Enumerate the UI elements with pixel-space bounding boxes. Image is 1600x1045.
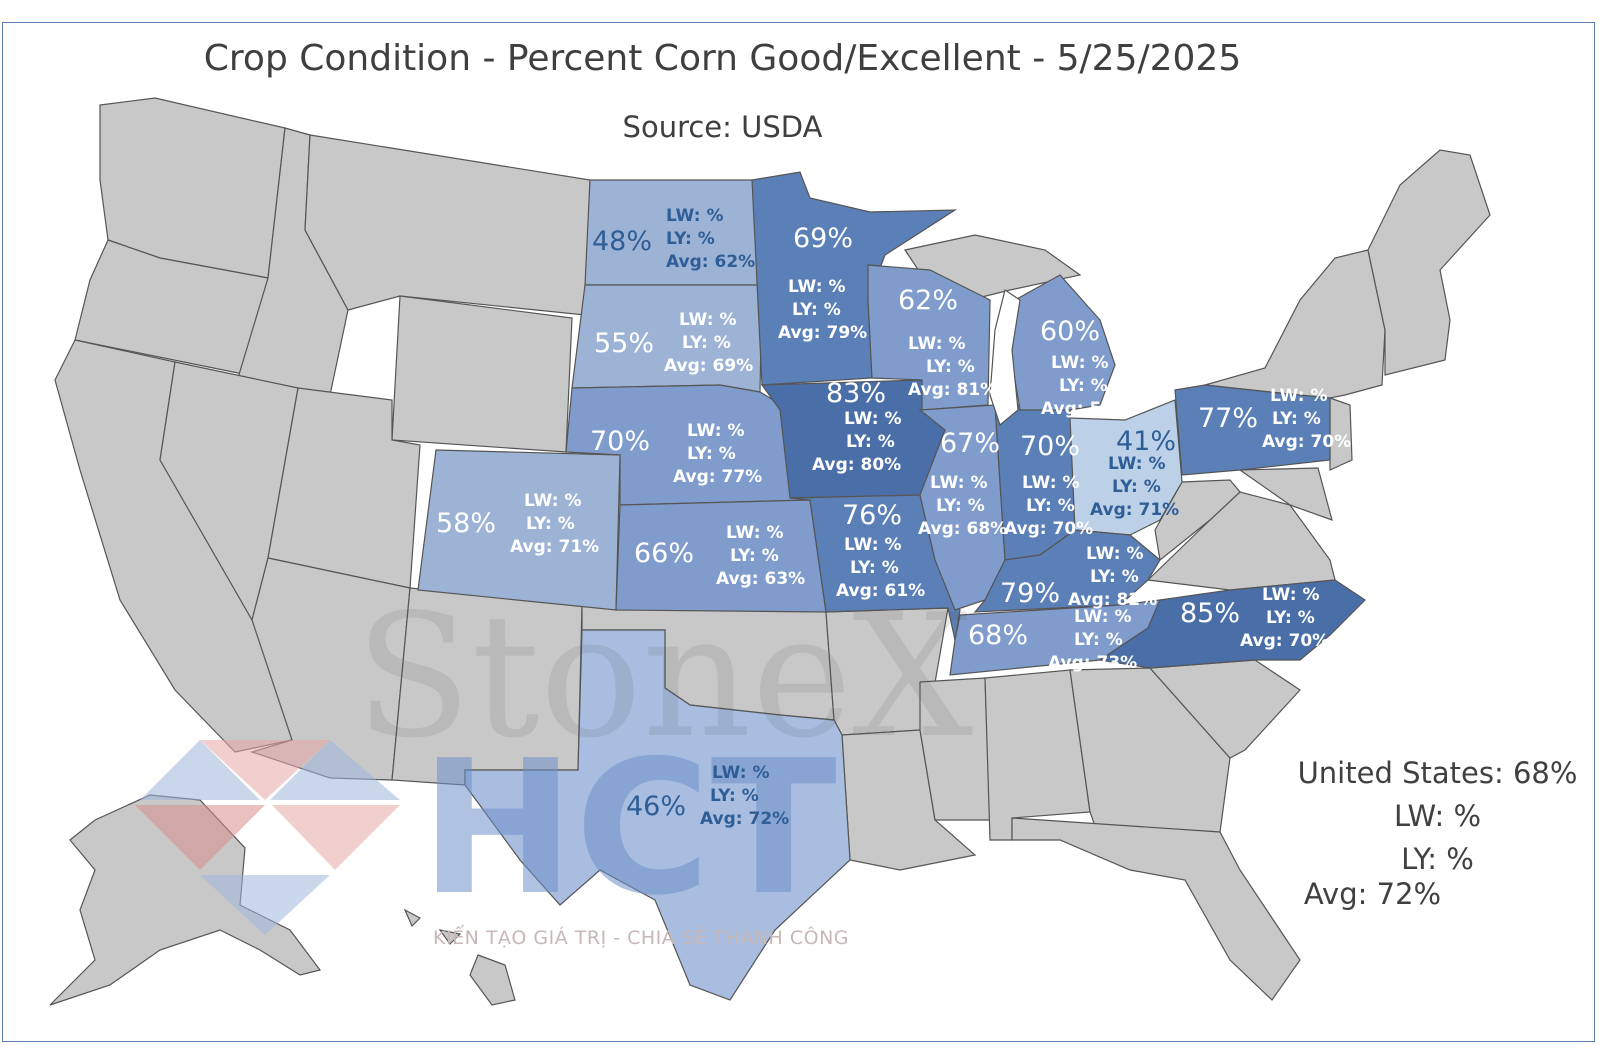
label-nc-pct: 85% bbox=[1180, 598, 1241, 629]
stonex-watermark: StoneX bbox=[355, 578, 973, 776]
base-states bbox=[49, 97, 1491, 1006]
state-north-carolina-shape bbox=[1098, 579, 1366, 669]
label-mn-stats: LW: % LY: % Avg: 79% bbox=[778, 277, 868, 343]
label-pa-pct: 77% bbox=[1198, 403, 1259, 434]
label-tx-pct: 46% bbox=[626, 791, 687, 822]
state-maryland-delaware bbox=[1238, 467, 1333, 521]
state-new-england bbox=[1367, 149, 1491, 376]
state-minnesota-shape bbox=[751, 171, 958, 386]
label-tx-stats: LW: % LY: % Avg: 72% bbox=[700, 763, 790, 829]
us-summary-lw: LW: % bbox=[1393, 798, 1481, 833]
label-wi-pct: 62% bbox=[898, 285, 959, 316]
label-tn-pct: 68% bbox=[968, 620, 1029, 651]
label-il-pct: 67% bbox=[940, 428, 1001, 459]
hct-tagline-watermark: KIẾN TẠO GIÁ TRỊ - CHIA SẺ THÀNH CÔNG bbox=[433, 927, 850, 949]
state-alaska bbox=[49, 794, 322, 1006]
label-il-stats: LW: % LY: % Avg: 68% bbox=[918, 473, 1008, 539]
us-summary: United States: 68% LW: % LY: % Avg: 72% bbox=[1285, 752, 1590, 908]
state-pennsylvania-shape bbox=[1174, 384, 1331, 476]
label-pa-stats: LW: % LY: % Avg: 70% bbox=[1262, 386, 1352, 452]
label-nc-stats: LW: % LY: % Avg: 70% bbox=[1240, 585, 1330, 651]
state-florida bbox=[1011, 817, 1301, 1001]
hct-logo-mark bbox=[135, 740, 400, 935]
label-wi-stats: LW: % LY: % Avg: 81% bbox=[908, 334, 998, 400]
us-summary-avg: Avg: 72% bbox=[1303, 876, 1442, 911]
label-mi-stats: LW: % LY: % Avg: 59% bbox=[1041, 353, 1131, 419]
us-summary-total: United States: 68% bbox=[1297, 756, 1578, 790]
label-ne-stats: LW: % LY: % Avg: 77% bbox=[673, 421, 763, 487]
lake-michigan bbox=[989, 289, 1021, 427]
state-montana bbox=[304, 134, 591, 316]
map-subtitle: Source: USDA bbox=[622, 110, 823, 144]
label-in-pct: 70% bbox=[1020, 431, 1081, 462]
label-ne-pct: 70% bbox=[590, 426, 651, 457]
colored-states bbox=[417, 171, 1366, 1001]
state-hawaii bbox=[403, 908, 516, 1006]
state-texas-shape bbox=[464, 629, 851, 1001]
hct-watermark: HCT bbox=[420, 720, 837, 936]
label-tn-stats: LW: % LY: % Avg: 73% bbox=[1048, 607, 1138, 673]
label-mi-pct: 60% bbox=[1040, 316, 1101, 347]
label-nd-pct: 48% bbox=[592, 226, 653, 257]
label-co-stats: LW: % LY: % Avg: 71% bbox=[510, 491, 600, 557]
map-title: Crop Condition - Percent Corn Good/Excel… bbox=[203, 38, 1242, 79]
state-kentucky-shape bbox=[973, 529, 1161, 613]
state-wyoming bbox=[391, 295, 573, 453]
label-oh-stats: LW: % LY: % Avg: 71% bbox=[1090, 454, 1180, 520]
label-mn-pct: 69% bbox=[793, 223, 854, 254]
label-co-pct: 58% bbox=[436, 508, 497, 539]
label-ks-stats: LW: % LY: % Avg: 63% bbox=[716, 523, 806, 589]
label-ia-stats: LW: % LY: % Avg: 80% bbox=[812, 409, 902, 475]
label-mo-stats: LW: % LY: % Avg: 61% bbox=[836, 535, 926, 601]
label-sd-stats: LW: % LY: % Avg: 69% bbox=[664, 310, 754, 376]
label-mo-pct: 76% bbox=[842, 500, 903, 531]
label-ia-pct: 83% bbox=[826, 378, 887, 409]
label-in-stats: LW: % LY: % Avg: 70% bbox=[1004, 473, 1094, 539]
label-ks-pct: 66% bbox=[634, 538, 695, 569]
label-ky-pct: 79% bbox=[1000, 578, 1061, 609]
label-ky-stats: LW: % LY: % Avg: 82% bbox=[1068, 544, 1158, 610]
label-oh-pct: 41% bbox=[1116, 426, 1177, 457]
state-new-york bbox=[1204, 249, 1386, 399]
label-nd-stats: LW: % LY: % Avg: 62% bbox=[666, 206, 756, 272]
label-sd-pct: 55% bbox=[594, 328, 655, 359]
state-mississippi bbox=[919, 677, 991, 821]
us-summary-ly: LY: % bbox=[1401, 841, 1474, 876]
